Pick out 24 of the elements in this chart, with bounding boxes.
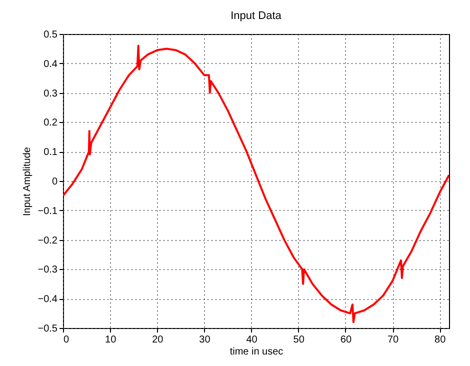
x-tick-label: 0 (64, 334, 70, 346)
y-tick-label: 0.2 (44, 118, 58, 129)
x-tick-label: 30 (199, 334, 211, 346)
x-tick-label: 10 (105, 334, 117, 346)
chart-title: Input Data (230, 10, 282, 22)
x-tick-label: 60 (340, 334, 352, 346)
y-tick-label: 0.1 (44, 147, 58, 158)
y-tick-label: 0.5 (44, 30, 58, 40)
y-tick-label: −0.5 (38, 324, 58, 334)
x-tick-label: 40 (246, 334, 258, 346)
x-tick-label: 50 (293, 334, 305, 346)
x-tick-label: 20 (152, 334, 164, 346)
y-tick-label: 0 (52, 176, 58, 188)
y-tick-label: −0.3 (38, 264, 58, 276)
x-axis-title: time in usec (230, 346, 284, 358)
y-tick-label: 0.3 (44, 88, 58, 100)
line-series (63, 44, 449, 324)
y-tick-label: −0.2 (38, 235, 58, 246)
y-tick-label: −0.4 (38, 294, 58, 306)
x-tick-label: 70 (387, 334, 400, 346)
y-tick-label: 0.4 (44, 58, 58, 70)
y-axis-title: Input Amplitude (22, 146, 33, 216)
x-tick-label: 80 (434, 334, 446, 346)
y-tick-label: −0.1 (38, 206, 58, 217)
